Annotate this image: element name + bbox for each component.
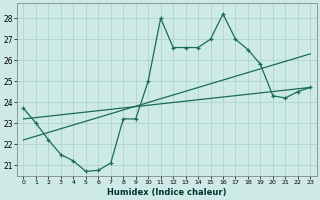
X-axis label: Humidex (Indice chaleur): Humidex (Indice chaleur) xyxy=(107,188,227,197)
